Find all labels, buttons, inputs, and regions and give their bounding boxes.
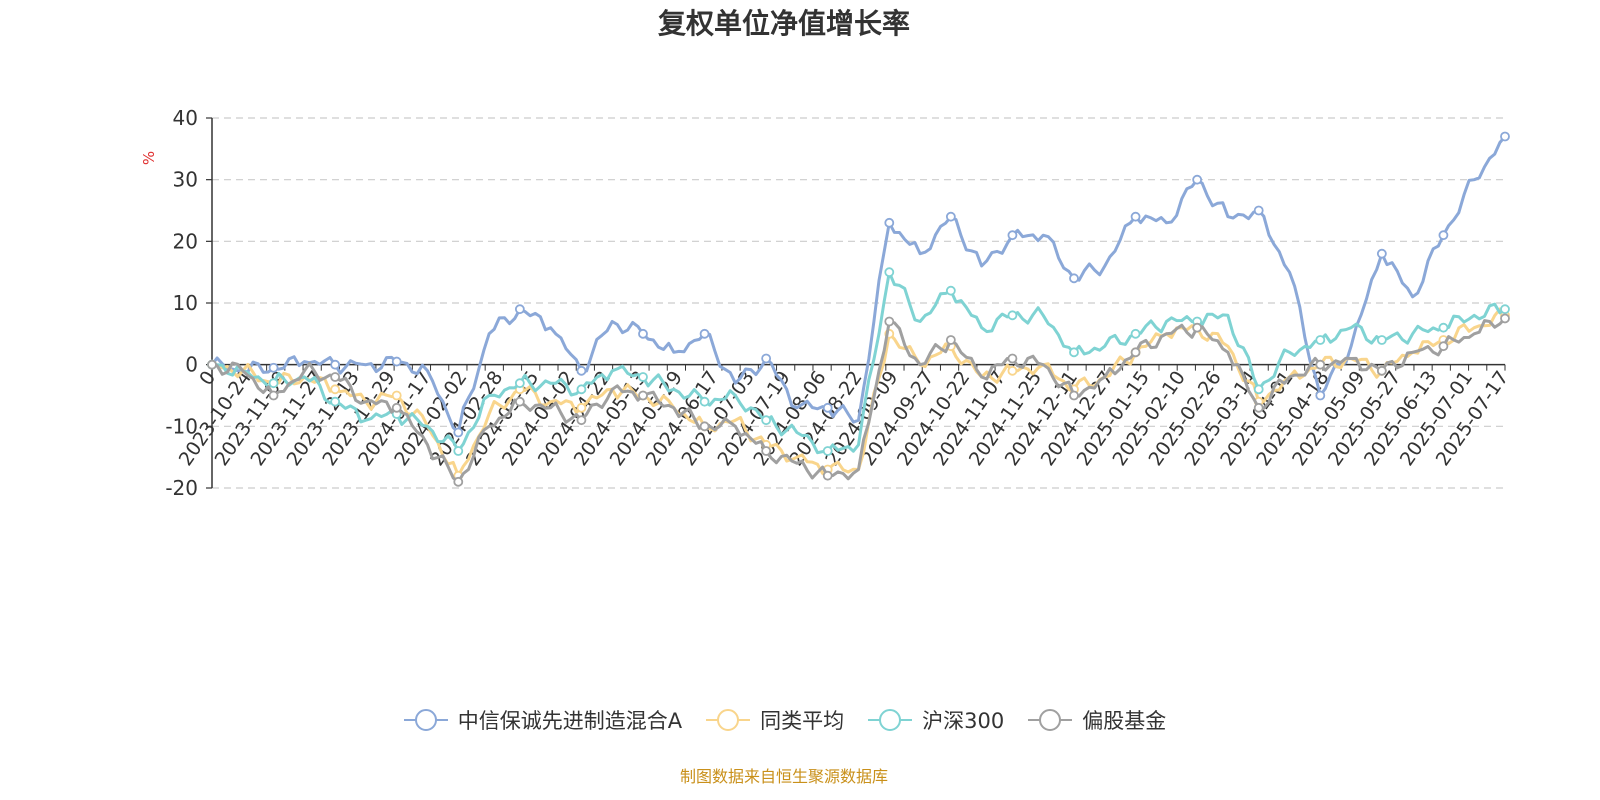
series-point-1 — [638, 328, 648, 339]
series-point-1 — [884, 217, 895, 228]
y-tick-label: -10 — [165, 414, 198, 438]
series-point-2 — [391, 390, 402, 401]
series-point-4 — [330, 372, 341, 382]
series-point-4 — [514, 396, 525, 407]
series-point-4 — [207, 359, 217, 370]
series-point-4 — [1192, 322, 1203, 333]
series-point-3 — [1069, 347, 1079, 358]
series-point-1 — [268, 362, 279, 373]
series-point-3 — [761, 415, 772, 426]
series-point-1 — [761, 353, 772, 364]
series-point-3 — [268, 378, 279, 389]
series-point-2 — [1007, 365, 1018, 376]
legend-swatch — [868, 709, 913, 731]
series-point-4 — [822, 470, 833, 481]
series-point-4 — [391, 402, 402, 413]
series-point-3 — [514, 378, 525, 389]
series-point-1 — [453, 427, 464, 438]
series-point-4 — [1007, 353, 1018, 364]
series-point-1 — [1069, 273, 1079, 284]
series-point-3 — [699, 396, 710, 407]
legend-item-3[interactable]: 沪深300 — [866, 705, 1004, 735]
series-point-1 — [1315, 390, 1326, 401]
series-point-3 — [638, 372, 648, 382]
series-point-1 — [1438, 230, 1449, 241]
series-point-4 — [453, 476, 464, 487]
y-tick-label: 0 — [185, 353, 198, 377]
series-point-4 — [761, 446, 772, 456]
series-point-4 — [1253, 402, 1264, 413]
series-point-4 — [576, 415, 587, 426]
series-point-4 — [699, 421, 710, 432]
series-point-3 — [330, 396, 341, 407]
y-tick-label: -20 — [165, 476, 198, 500]
series-point-2 — [330, 384, 341, 395]
series-point-3 — [1438, 322, 1449, 333]
series-point-1 — [1130, 211, 1141, 222]
series-point-4 — [638, 390, 648, 401]
y-tick-label: 30 — [173, 168, 198, 192]
series-point-1 — [822, 402, 833, 413]
series-point-3 — [453, 446, 464, 456]
series-point-1 — [699, 328, 710, 339]
y-axis-label: % — [140, 151, 158, 165]
series-point-3 — [945, 285, 956, 296]
series-point-2 — [576, 402, 587, 413]
series-point-4 — [884, 316, 895, 327]
series-point-4 — [1376, 365, 1387, 376]
series-point-1 — [1500, 131, 1510, 142]
data-source-note: 制图数据来自恒生聚源数据库 — [679, 767, 888, 786]
y-tick-label: 40 — [173, 106, 198, 130]
series-point-1 — [1376, 248, 1387, 259]
series-point-1 — [1192, 174, 1203, 185]
legend-swatch — [706, 709, 751, 731]
series-point-4 — [1069, 390, 1079, 401]
legend: 中信保诚先进制造混合A 同类平均 沪深300 偏股基金 — [0, 705, 1568, 735]
series-point-3 — [1376, 335, 1387, 345]
y-tick-label: 20 — [173, 229, 198, 253]
series-point-1 — [1253, 205, 1264, 216]
series-line-1 — [210, 135, 1507, 434]
series-point-4 — [268, 390, 279, 401]
series-point-3 — [576, 384, 587, 395]
legend-label: 中信保诚先进制造混合A — [457, 709, 683, 733]
legend-swatch — [403, 709, 448, 731]
legend-item-2[interactable]: 同类平均 — [704, 705, 844, 735]
x-tick-label: 0 — [195, 367, 220, 390]
series-point-3 — [822, 446, 833, 456]
series-point-4 — [1130, 347, 1141, 358]
chart-title: 复权单位净值增长率 — [657, 7, 910, 40]
legend-label: 偏股基金 — [1082, 709, 1167, 733]
series-line-3 — [212, 270, 1506, 455]
legend-item-4[interactable]: 偏股基金 — [1026, 705, 1166, 735]
legend-label: 沪深300 — [922, 709, 1005, 733]
series-point-4 — [945, 335, 956, 345]
series-point-1 — [391, 356, 402, 367]
series-point-3 — [1007, 310, 1018, 321]
legend-swatch — [1028, 709, 1073, 731]
series-point-1 — [514, 304, 525, 315]
series-point-3 — [1130, 328, 1141, 339]
series-point-3 — [884, 267, 895, 278]
chart-canvas: -20-10010203040%02023-10-242023-11-09202… — [140, 106, 1513, 500]
legend-item-1[interactable]: 中信保诚先进制造混合A — [402, 705, 682, 735]
series-point-1 — [1007, 230, 1018, 241]
series-point-4 — [1438, 341, 1449, 352]
y-tick-label: 10 — [173, 291, 198, 315]
series-point-1 — [945, 211, 956, 222]
series-point-3 — [1500, 304, 1510, 315]
series-point-1 — [576, 365, 587, 376]
series-point-4 — [1500, 313, 1510, 324]
series-line-4 — [211, 317, 1507, 484]
series-point-3 — [1315, 335, 1326, 345]
series-point-1 — [330, 359, 341, 370]
legend-label: 同类平均 — [760, 709, 845, 733]
series-point-3 — [1253, 384, 1264, 395]
series-point-4 — [1315, 359, 1326, 370]
